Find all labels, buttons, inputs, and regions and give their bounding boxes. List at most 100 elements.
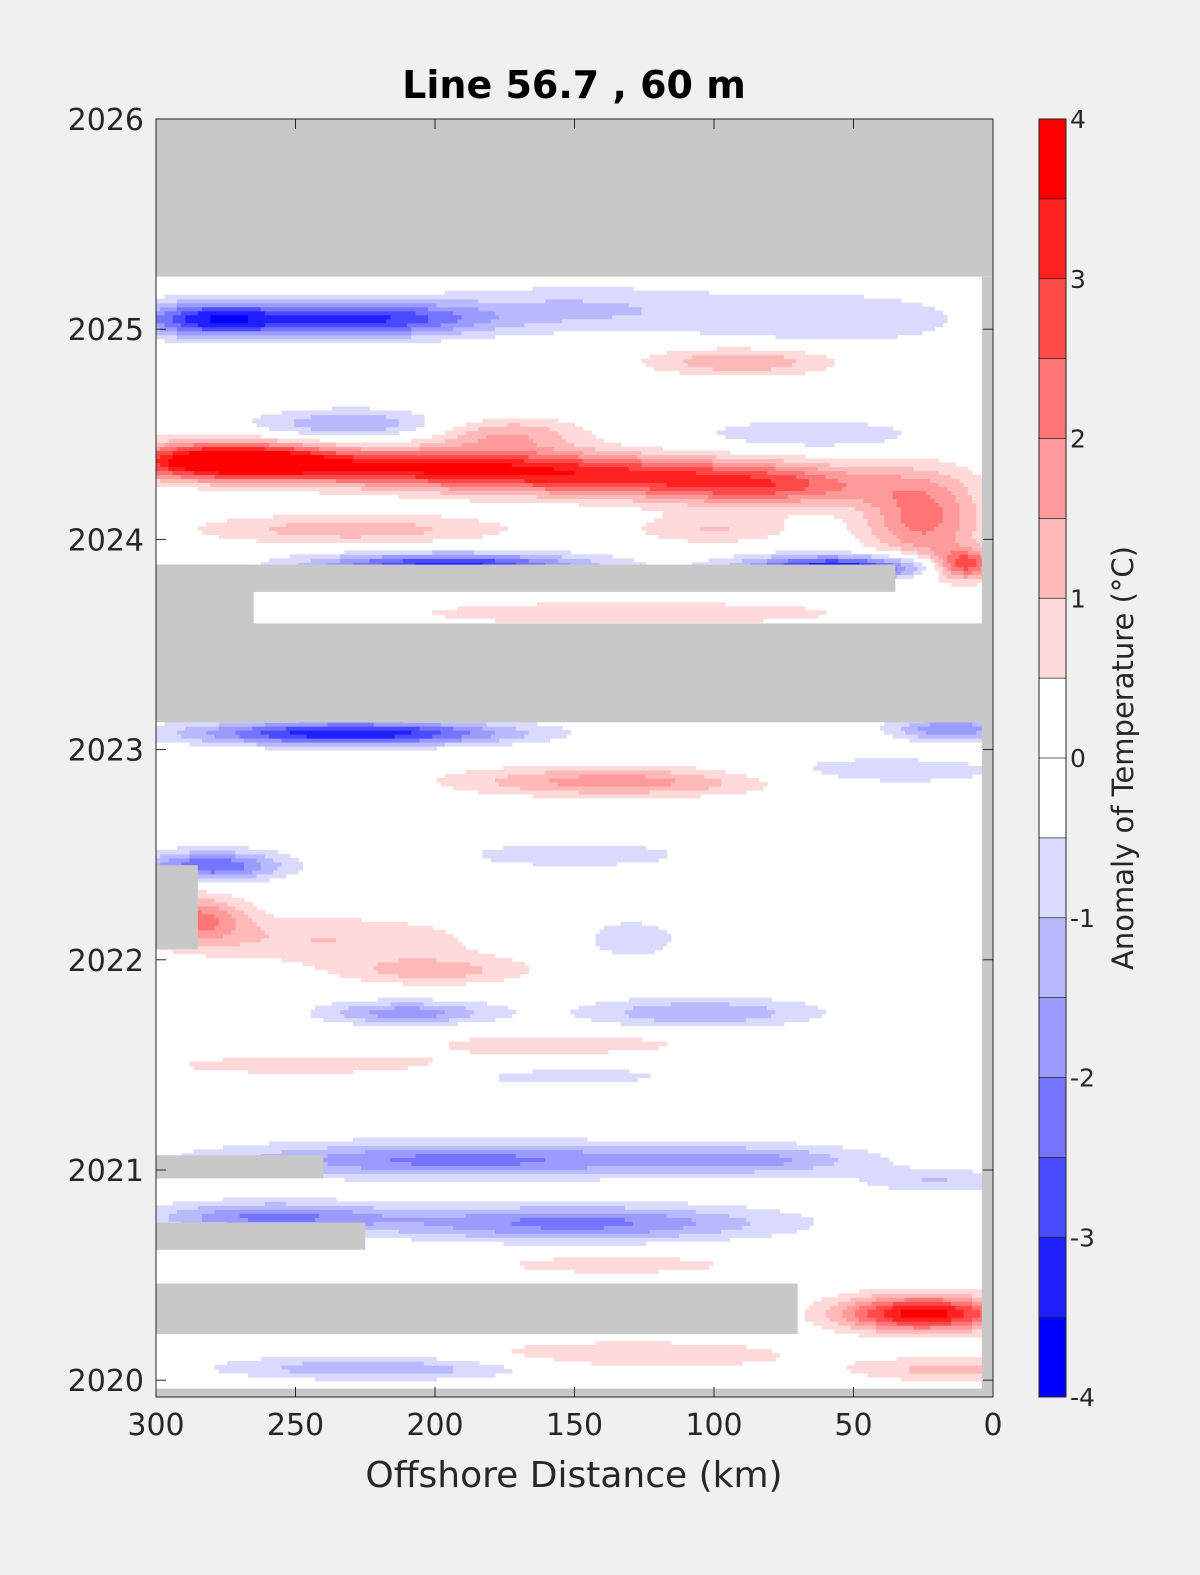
heatmap-cell bbox=[959, 522, 977, 527]
heatmap-cell bbox=[871, 526, 889, 531]
heatmap-cell bbox=[792, 1157, 839, 1162]
heatmap-cell bbox=[156, 446, 161, 452]
heatmap-cell bbox=[946, 558, 956, 563]
heatmap-cell bbox=[310, 450, 337, 456]
heatmap-cell bbox=[628, 302, 923, 308]
heatmap-cell bbox=[900, 1309, 948, 1314]
heatmap-cell bbox=[243, 738, 283, 743]
heatmap-cell bbox=[386, 318, 429, 324]
heatmap-cell bbox=[373, 965, 484, 971]
heatmap-cell bbox=[361, 446, 421, 452]
heatmap-cell bbox=[381, 1213, 467, 1218]
heatmap-cell bbox=[880, 538, 902, 543]
heatmap-cell bbox=[172, 1201, 266, 1206]
heatmap-cell bbox=[854, 1321, 877, 1326]
heatmap-cell bbox=[712, 466, 776, 472]
heatmap-cell bbox=[315, 1005, 350, 1011]
colorbar-swatch bbox=[1039, 997, 1066, 1078]
heatmap-cell bbox=[842, 486, 948, 492]
heatmap-cell bbox=[783, 1161, 835, 1166]
heatmap-cell bbox=[909, 1369, 993, 1374]
heatmap-cell bbox=[402, 558, 496, 563]
heatmap-cell bbox=[302, 442, 337, 448]
heatmap-cell bbox=[428, 478, 525, 484]
heatmap-cell bbox=[340, 554, 383, 559]
heatmap-cell bbox=[327, 1161, 412, 1166]
heatmap-cell bbox=[210, 318, 249, 324]
heatmap-cell bbox=[566, 438, 605, 444]
heatmap-cell bbox=[808, 1149, 869, 1154]
heatmap-cell bbox=[377, 961, 471, 967]
heatmap-cell bbox=[599, 945, 663, 951]
heatmap-cell bbox=[436, 302, 630, 308]
heatmap-cell bbox=[386, 426, 417, 432]
heatmap-cell bbox=[239, 734, 270, 739]
heatmap-cell bbox=[557, 781, 672, 787]
heatmap-cell bbox=[591, 1361, 743, 1366]
heatmap-cell bbox=[156, 442, 165, 448]
heatmap-cell bbox=[373, 1205, 521, 1210]
heatmap-cell bbox=[712, 366, 772, 372]
heatmap-cell bbox=[641, 506, 856, 511]
heatmap-cell bbox=[942, 570, 952, 575]
heatmap-cell bbox=[453, 1365, 504, 1370]
heatmap-cell bbox=[967, 550, 982, 555]
heatmap-cell bbox=[494, 618, 764, 623]
heatmap-cell bbox=[189, 1061, 429, 1067]
heatmap-cell bbox=[946, 554, 961, 559]
heatmap-cell bbox=[532, 438, 567, 444]
heatmap-cell bbox=[628, 1013, 772, 1019]
heatmap-cell bbox=[917, 726, 986, 731]
no-data-region bbox=[156, 119, 993, 277]
x-tick-label: 100 bbox=[685, 1408, 742, 1443]
heatmap-cell bbox=[633, 1221, 697, 1226]
heatmap-cell bbox=[880, 726, 902, 731]
heatmap-cell bbox=[235, 925, 262, 931]
heatmap-cell bbox=[695, 1221, 751, 1226]
heatmap-cell bbox=[871, 1293, 973, 1298]
heatmap-cell bbox=[269, 526, 433, 531]
heatmap-cell bbox=[729, 526, 785, 531]
heatmap-cell bbox=[729, 1213, 802, 1218]
heatmap-cell bbox=[846, 1365, 910, 1370]
heatmap-cell bbox=[854, 1361, 993, 1366]
heatmap-cell bbox=[863, 542, 889, 547]
heatmap-cell bbox=[214, 925, 237, 931]
heatmap-cell bbox=[900, 538, 956, 543]
heatmap-cell bbox=[645, 530, 781, 535]
heatmap-cell bbox=[156, 1213, 170, 1218]
heatmap-cell bbox=[164, 722, 220, 727]
heatmap-cell bbox=[900, 546, 931, 551]
heatmap-cell bbox=[938, 554, 948, 559]
heatmap-cell bbox=[499, 738, 550, 743]
heatmap-cell bbox=[700, 330, 923, 336]
heatmap-cell bbox=[612, 949, 655, 955]
heatmap-cell bbox=[419, 442, 463, 448]
heatmap-cell bbox=[967, 554, 982, 559]
heatmap-cell bbox=[838, 1293, 873, 1298]
heatmap-cell bbox=[951, 582, 977, 587]
heatmap-cell bbox=[595, 446, 663, 452]
heatmap-cell bbox=[486, 434, 530, 440]
heatmap-cell bbox=[214, 913, 232, 919]
heatmap-cell bbox=[189, 925, 216, 931]
heatmap-cell bbox=[817, 554, 839, 559]
heatmap-cell bbox=[281, 957, 400, 963]
heatmap-cell bbox=[206, 953, 496, 959]
heatmap-cell bbox=[494, 326, 936, 332]
heatmap-cell bbox=[235, 905, 258, 911]
heatmap-cell bbox=[959, 542, 982, 547]
heatmap-cell bbox=[892, 490, 927, 496]
heatmap-cell bbox=[570, 1009, 626, 1015]
heatmap-cell bbox=[432, 734, 463, 739]
heatmap-cell bbox=[716, 454, 806, 460]
heatmap-cell bbox=[457, 318, 492, 324]
heatmap-cell bbox=[411, 1161, 521, 1166]
colorbar-swatch bbox=[1039, 438, 1066, 519]
heatmap-cell bbox=[298, 430, 400, 436]
heatmap-cell bbox=[453, 310, 496, 316]
heatmap-cell bbox=[222, 1145, 329, 1150]
heatmap-cell bbox=[256, 921, 408, 927]
heatmap-cell bbox=[787, 558, 827, 563]
heatmap-cell bbox=[545, 1157, 793, 1162]
